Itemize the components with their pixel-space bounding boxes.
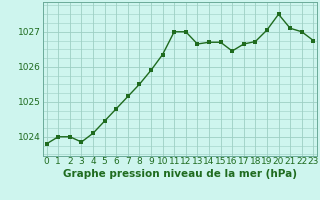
X-axis label: Graphe pression niveau de la mer (hPa): Graphe pression niveau de la mer (hPa) — [63, 169, 297, 179]
